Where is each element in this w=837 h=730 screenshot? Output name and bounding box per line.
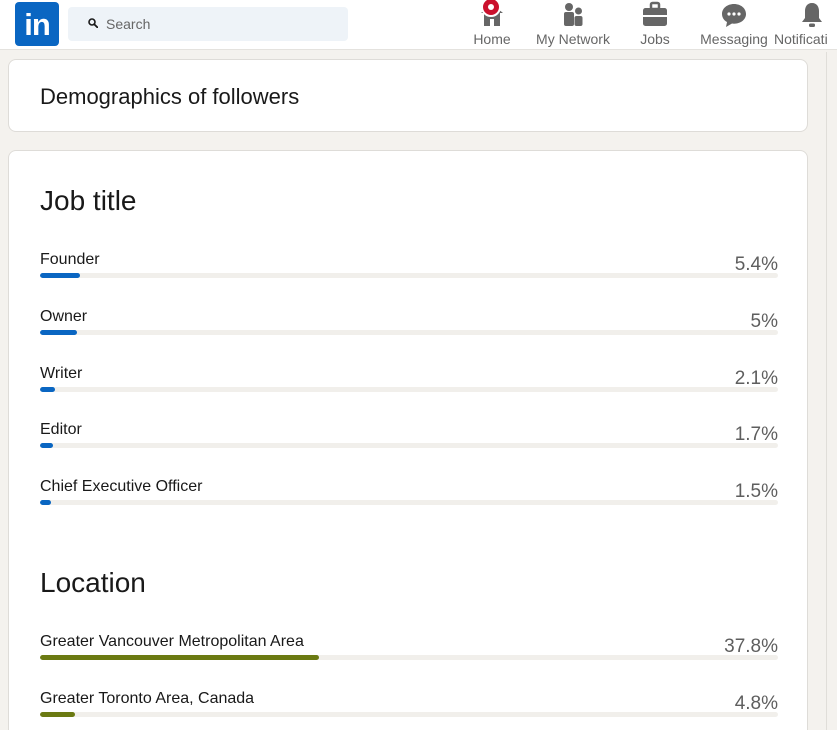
location-heading: Location [40,567,146,598]
row-percent: 1.7% [734,424,778,445]
row-percent: 37.8% [724,636,778,657]
row-label: Editor [40,421,82,438]
progress-track [40,500,778,505]
progress-fill [40,443,53,448]
notification-badge [481,0,501,17]
row-label: Owner [40,308,88,325]
bell-icon [802,3,822,27]
job-title-heading: Job title [40,185,137,216]
nav-home-label: Home [473,31,511,47]
progress-track [40,443,778,448]
row-label: Greater Toronto Area, Canada [40,690,255,707]
briefcase-icon [643,1,667,26]
job-title-row: Writer 2.1% [40,365,778,405]
nav-notifications[interactable]: Notificati [774,0,837,50]
progress-track [40,655,778,660]
location-row: Greater Vancouver Metropolitan Area 37.8… [40,633,778,673]
row-label: Founder [40,251,100,268]
network-icon [564,3,583,26]
progress-fill [40,273,80,278]
row-percent: 5% [750,311,778,332]
nav-messaging[interactable]: Messaging [692,0,776,50]
nav-jobs[interactable]: Jobs [628,0,682,50]
row-label: Chief Executive Officer [40,478,203,495]
nav-my-network-label: My Network [536,31,610,47]
progress-fill [40,500,52,505]
row-percent: 5.4% [734,254,778,275]
nav-my-network[interactable]: My Network [528,0,618,50]
row-percent: 1.5% [734,481,778,502]
progress-fill [40,330,77,335]
row-label: Greater Vancouver Metropolitan Area [40,633,304,650]
job-title-row: Founder 5.4% [40,251,778,291]
job-title-row: Chief Executive Officer 1.5% [40,478,778,518]
progress-track [40,273,778,278]
nav-messaging-label: Messaging [700,31,768,47]
messaging-icon [722,4,746,27]
job-title-row: Owner 5% [40,308,778,348]
page-title: Demographics of followers [40,84,300,109]
progress-fill [40,387,56,392]
row-percent: 4.8% [734,693,778,714]
progress-track [40,712,778,717]
progress-track [40,330,778,335]
job-title-row: Editor 1.7% [40,421,778,461]
scrollbar-track[interactable] [826,52,837,730]
demographics-header-card: Demographics of followers [8,59,808,132]
search-icon [88,18,98,28]
location-row: Greater Toronto Area, Canada 4.8% [40,690,778,730]
demographics-card: Job title Founder 5.4% Owner 5% Writer 2… [8,150,808,730]
nav-notifications-label: Notificati [774,31,828,47]
progress-fill [40,712,76,717]
global-nav: in Home My Network Jobs [0,0,837,50]
progress-track [40,387,778,392]
nav-jobs-label: Jobs [640,31,670,47]
linkedin-logo[interactable]: in [15,2,59,46]
search-bar[interactable] [68,7,348,41]
search-input[interactable] [106,7,336,41]
row-percent: 2.1% [734,368,778,389]
nav-home[interactable]: Home [462,0,522,50]
progress-fill [40,655,319,660]
row-label: Writer [40,365,83,382]
